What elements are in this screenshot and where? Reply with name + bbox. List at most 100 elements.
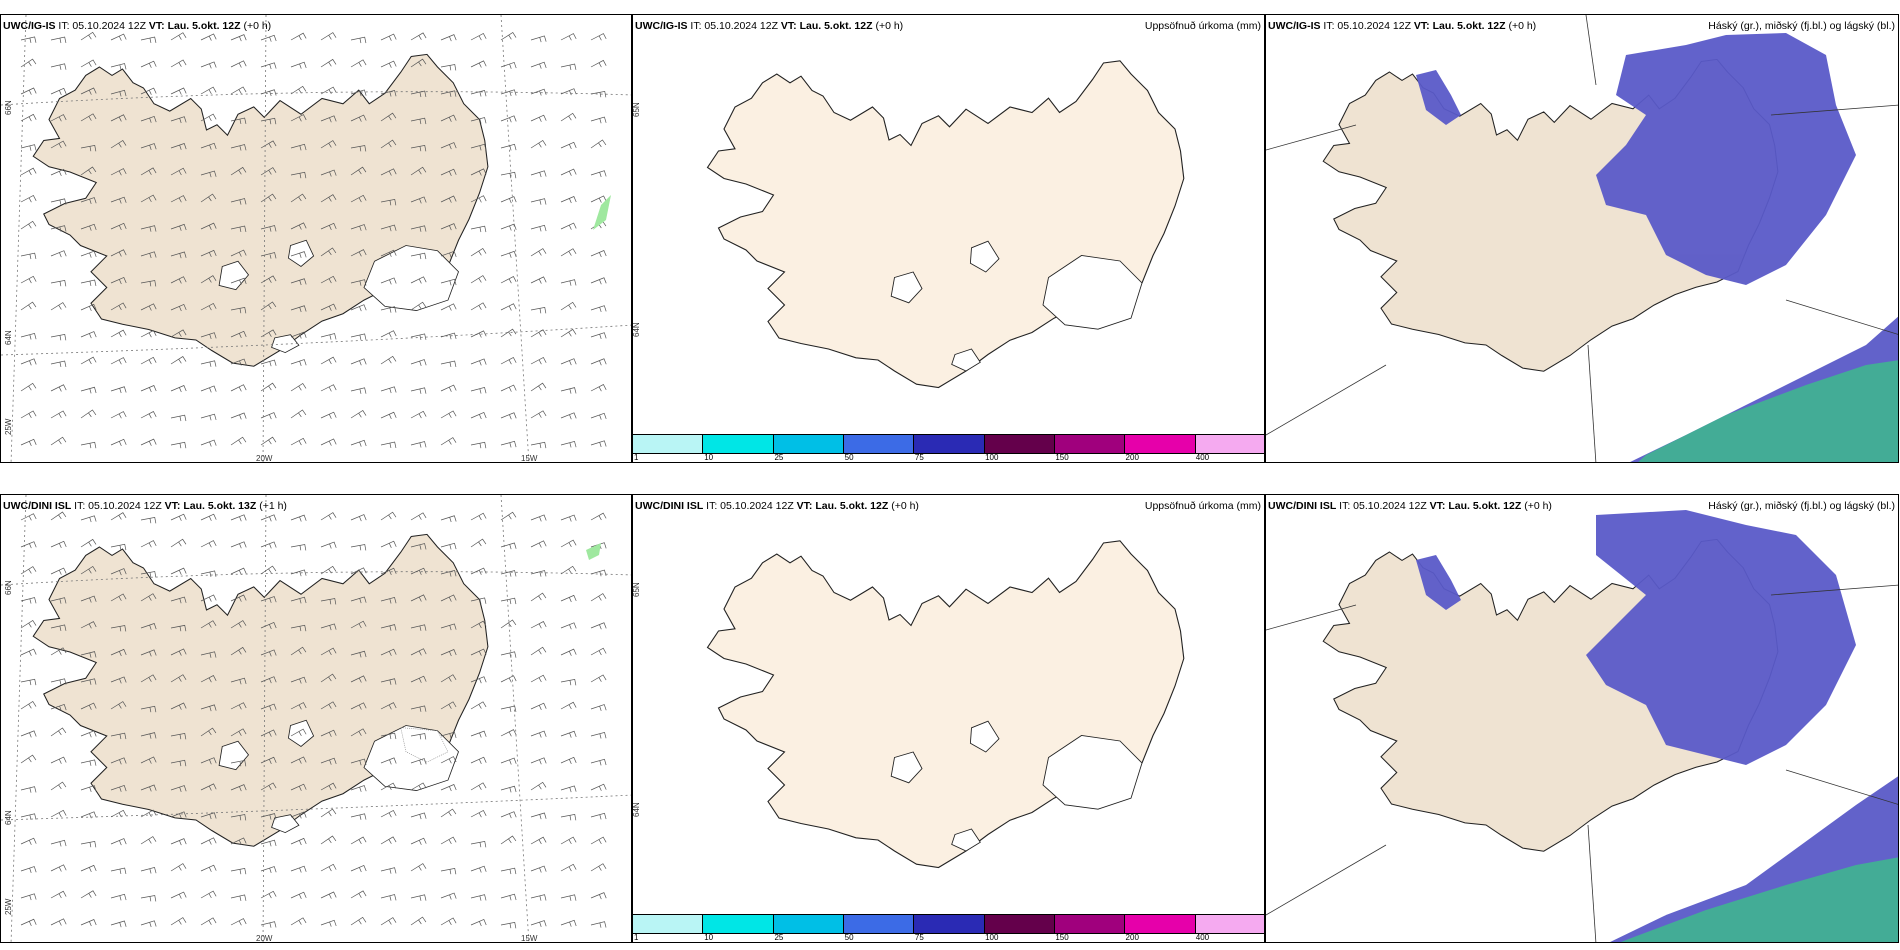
wind-barb xyxy=(200,620,217,629)
wind-barb xyxy=(320,808,337,818)
wind-barb xyxy=(440,542,457,550)
wind-barb xyxy=(320,194,337,203)
wind-barb xyxy=(470,894,487,901)
mid-cloud xyxy=(1621,857,1898,942)
wind-barb xyxy=(200,727,217,737)
wind-barb xyxy=(230,541,247,549)
wind-barb xyxy=(470,195,487,203)
wind-barb xyxy=(320,512,337,521)
colorbar-segment xyxy=(633,915,704,933)
wind-barb xyxy=(470,168,487,176)
graticule xyxy=(1266,584,1898,942)
wind-barb xyxy=(20,648,37,656)
wind-barb xyxy=(500,893,517,901)
wind-barb xyxy=(260,140,277,149)
wind-barb xyxy=(500,32,517,41)
wind-barb xyxy=(440,570,457,577)
wind-barb xyxy=(320,757,337,765)
wind-barb xyxy=(230,117,247,125)
wind-barb xyxy=(20,382,37,392)
wind-barb xyxy=(320,647,337,656)
colorbar-segment xyxy=(984,915,1055,933)
glacier-hofsjokull xyxy=(969,720,1000,753)
wind-barb xyxy=(80,515,97,523)
wind-barb xyxy=(260,329,277,338)
low-cloud xyxy=(1566,900,1666,940)
wind-barb xyxy=(500,729,517,737)
wind-barb xyxy=(290,305,307,313)
wind-barb xyxy=(590,569,607,577)
land-area xyxy=(32,533,489,847)
wind-barb xyxy=(530,170,547,178)
wind-barb xyxy=(440,623,457,631)
wind-barb xyxy=(20,438,37,447)
wind-barb xyxy=(230,60,247,68)
wind-barb xyxy=(200,249,217,258)
wind-barb xyxy=(290,702,307,710)
wind-barb xyxy=(200,783,217,791)
wind-barb xyxy=(380,306,397,313)
wind-barb xyxy=(440,410,457,419)
wind-barb xyxy=(410,733,427,740)
wind-barb xyxy=(170,223,187,231)
wind-barb xyxy=(170,596,187,604)
wind-barb xyxy=(290,865,307,873)
wind-barb xyxy=(170,87,187,95)
wind-barb xyxy=(410,144,427,152)
wind-barb xyxy=(230,514,247,522)
wind-barb xyxy=(500,511,517,521)
wind-barb xyxy=(50,918,67,926)
wind-barb xyxy=(290,114,307,122)
colorbar-tick-label: 1 xyxy=(634,933,639,942)
lon-label: 15W xyxy=(521,934,538,943)
wind-barb xyxy=(470,597,487,604)
wind-barb xyxy=(290,382,307,392)
colorbar-tick-label: 150 xyxy=(1055,933,1069,942)
wind-barb xyxy=(50,647,67,656)
wind-barb xyxy=(200,360,217,367)
wind-barb xyxy=(230,225,247,233)
precip-map-1 xyxy=(706,60,1185,389)
wind-barb xyxy=(80,730,97,738)
wind-barb xyxy=(200,651,217,658)
wind-barb xyxy=(170,59,187,68)
lat-label: 65N xyxy=(632,582,641,597)
wind-barb xyxy=(560,328,577,338)
wind-barb xyxy=(20,678,37,686)
wind-barb xyxy=(140,330,157,338)
lat-label: 64N xyxy=(632,322,641,337)
colorbar-segment xyxy=(1125,435,1196,453)
wind-barb xyxy=(170,143,187,150)
wind-barb xyxy=(200,113,217,122)
wind-barb xyxy=(50,360,67,368)
wind-barb xyxy=(290,251,307,259)
glacier-vatnajokull xyxy=(363,725,459,792)
wind-barb xyxy=(290,331,307,339)
wind-barb xyxy=(440,515,457,523)
wind-barb xyxy=(20,754,37,764)
wind-barb xyxy=(20,144,37,151)
wind-barb xyxy=(560,248,577,257)
wind-barb xyxy=(170,838,187,846)
wind-barb xyxy=(320,782,337,791)
wind-barb xyxy=(20,167,37,176)
colorbar-tick-label: 400 xyxy=(1195,453,1210,462)
colorbar-tick-label: 400 xyxy=(1195,933,1210,942)
wind-barb xyxy=(350,358,367,366)
wind-barb xyxy=(170,195,187,203)
wind-barb xyxy=(500,384,517,392)
glacier-vatnajokull xyxy=(1042,735,1143,810)
wind-barb xyxy=(350,758,367,766)
cloud-map-1 xyxy=(1266,15,1898,462)
wind-barb xyxy=(140,87,157,95)
wind-barb xyxy=(260,839,277,847)
glacier-hofsjokull xyxy=(287,719,315,748)
cloud-map-2 xyxy=(1266,510,1898,942)
wind-barb xyxy=(500,196,517,204)
wind-barb xyxy=(110,249,127,257)
wind-barb xyxy=(260,921,277,928)
wind-barb xyxy=(50,890,67,899)
wind-barb xyxy=(350,728,367,737)
wind-barb xyxy=(80,145,97,152)
wind-barb xyxy=(470,143,487,151)
